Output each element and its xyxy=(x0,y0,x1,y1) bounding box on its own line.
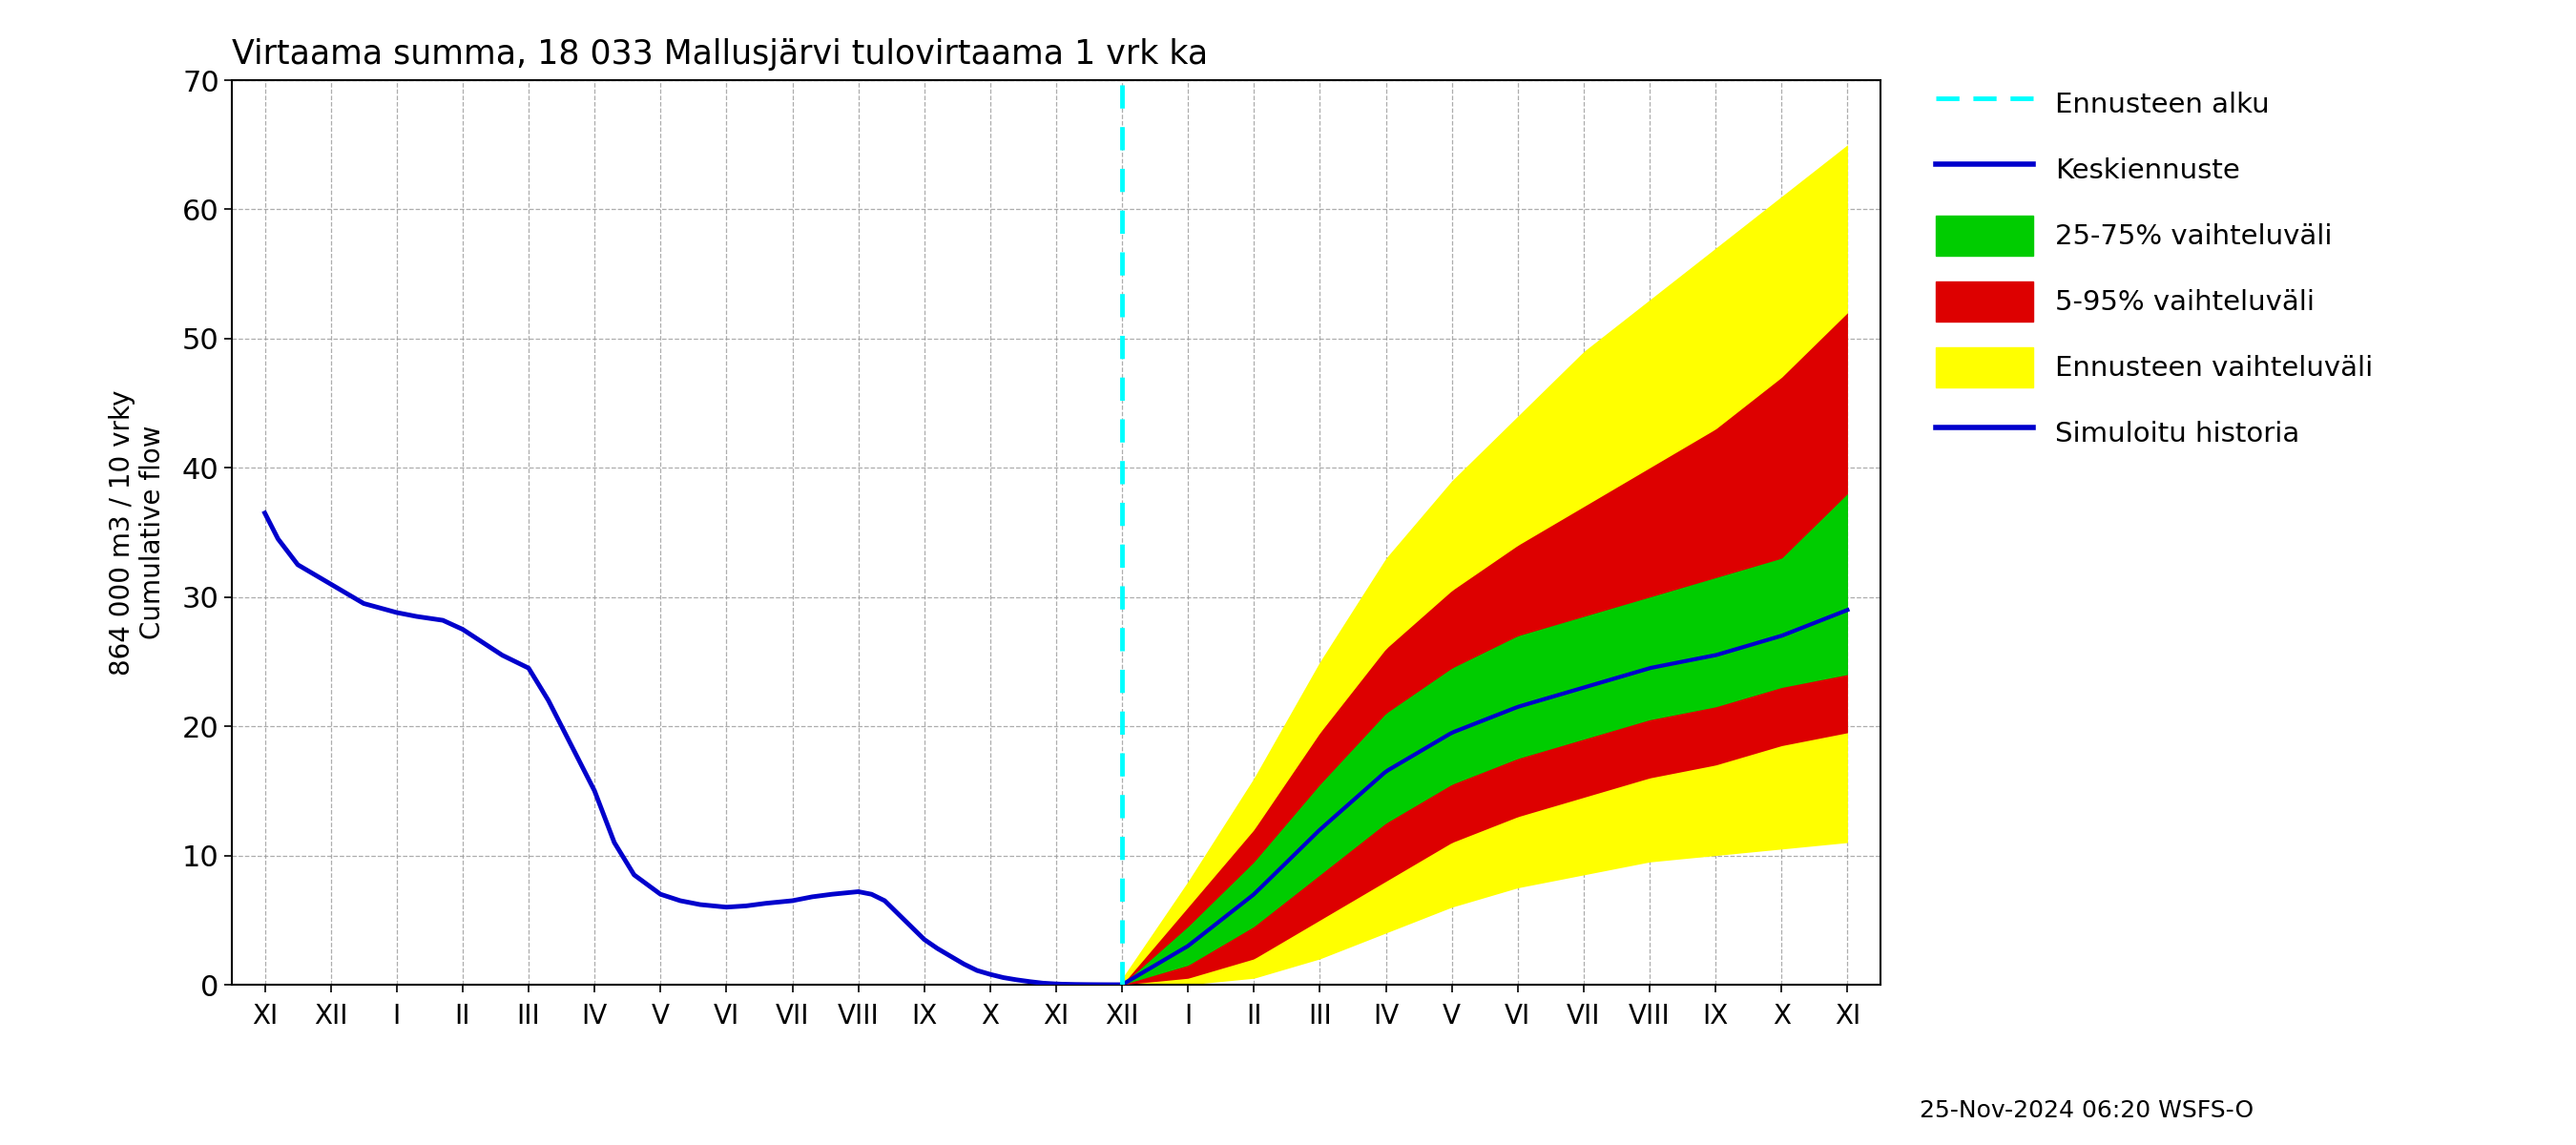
Text: Virtaama summa, 18 033 Mallusjärvi tulovirtaama 1 vrk ka: Virtaama summa, 18 033 Mallusjärvi tulov… xyxy=(232,39,1208,71)
Text: 25-Nov-2024 06:20 WSFS-O: 25-Nov-2024 06:20 WSFS-O xyxy=(1919,1099,2254,1122)
Y-axis label: 864 000 m3 / 10 vrky
Cumulative flow: 864 000 m3 / 10 vrky Cumulative flow xyxy=(108,389,167,676)
Legend: Ennusteen alku, Keskiennuste, 25-75% vaihteluväli, 5-95% vaihteluväli, Ennusteen: Ennusteen alku, Keskiennuste, 25-75% vai… xyxy=(1927,76,2383,461)
